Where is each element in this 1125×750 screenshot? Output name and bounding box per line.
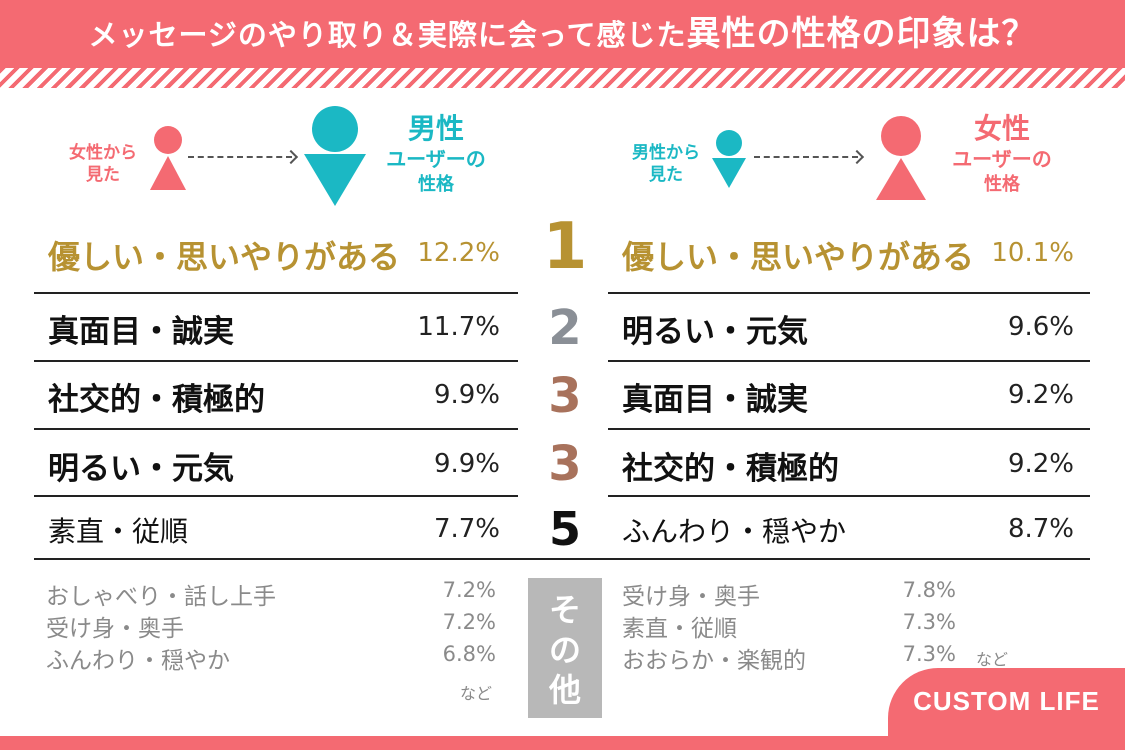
rank-number-1: 1 — [542, 210, 588, 284]
right-rank2-item: 明るい・元気 — [622, 314, 808, 350]
title-part2: 異性の性格の印象は？ — [686, 14, 1037, 54]
left-rank1-item: 優しい・思いやりがある — [48, 238, 401, 276]
right-rank4-item: 社交的・積極的 — [622, 451, 839, 487]
footer-bar — [0, 736, 1125, 750]
right-rank5-item: ふんわり・穏やか — [622, 515, 847, 548]
title-part1: メッセージのやり取り＆実際に会って感じた — [88, 18, 687, 52]
left-rank3-pct: 9.9% — [433, 380, 500, 410]
left-other-item: ふんわり・穏やか — [46, 648, 230, 674]
right-other-pct: 7.3% — [902, 610, 956, 634]
divider — [608, 495, 1090, 497]
left-rank3-item: 社交的・積極的 — [48, 382, 265, 418]
left-target-label: 男性 ユーザーの 性格 — [386, 112, 486, 195]
right-rank4-pct: 9.2% — [1007, 449, 1074, 479]
other-label: その他 — [548, 591, 581, 709]
rank-number-3: 3 — [548, 368, 582, 424]
left-rank1-pct: 12.2% — [417, 238, 500, 268]
left-rank5-item: 素直・従順 — [48, 515, 189, 548]
dashed-arrow-icon — [754, 156, 858, 158]
right-other-pct: 7.3% — [902, 642, 956, 666]
brand-badge: CUSTOM LIFE — [888, 668, 1125, 750]
right-other-item: おおらか・楽観的 — [622, 648, 806, 674]
left-other-pct: 6.8% — [442, 642, 496, 666]
left-other-pct: 7.2% — [442, 578, 496, 602]
left-rank2-pct: 11.7% — [417, 312, 500, 342]
left-rank5-pct: 7.7% — [433, 514, 500, 544]
divider — [34, 558, 1090, 560]
divider — [608, 360, 1090, 362]
header-banner: メッセージのやり取り＆実際に会って感じた異性の性格の印象は？ — [0, 0, 1125, 68]
divider — [34, 360, 518, 362]
right-other-pct: 7.8% — [902, 578, 956, 602]
male-person-icon — [304, 106, 366, 206]
left-nado: など — [460, 684, 493, 703]
right-rank3-item: 真面目・誠実 — [622, 382, 808, 418]
right-other-item: 受け身・奥手 — [622, 584, 760, 610]
right-rank5-pct: 8.7% — [1007, 514, 1074, 544]
header-stripe — [0, 68, 1125, 88]
divider — [34, 428, 518, 430]
arrowhead-icon — [849, 149, 865, 165]
left-other-item: おしゃべり・話し上手 — [46, 584, 276, 610]
dashed-arrow-icon — [188, 156, 292, 158]
divider — [608, 292, 1090, 294]
left-other-item: 受け身・奥手 — [46, 616, 184, 642]
right-target-label: 女性 ユーザーの 性格 — [952, 112, 1052, 195]
left-rank4-pct: 9.9% — [433, 449, 500, 479]
page-title: メッセージのやり取り＆実際に会って感じた異性の性格の印象は？ — [0, 0, 1125, 68]
arrowhead-icon — [283, 149, 299, 165]
female-person-icon — [150, 126, 186, 190]
left-rank4-item: 明るい・元気 — [48, 451, 234, 487]
right-viewer-label: 男性から 見た — [632, 143, 700, 185]
rank-number-3b: 3 — [548, 436, 582, 492]
right-rank1-item: 優しい・思いやりがある — [622, 238, 975, 276]
rank-number-5: 5 — [548, 502, 581, 556]
left-viewer-label: 女性から 見た — [69, 143, 137, 185]
female-person-icon — [876, 116, 926, 200]
left-rank2-item: 真面目・誠実 — [48, 314, 234, 350]
right-rank2-pct: 9.6% — [1007, 312, 1074, 342]
right-rank3-pct: 9.2% — [1007, 380, 1074, 410]
right-other-item: 素直・従順 — [622, 616, 737, 642]
left-other-pct: 7.2% — [442, 610, 496, 634]
male-person-icon — [712, 130, 746, 190]
divider — [608, 428, 1090, 430]
brand-logo: CUSTOM LIFE — [913, 686, 1100, 716]
divider — [34, 495, 518, 497]
right-rank1-pct: 10.1% — [991, 238, 1074, 268]
rank-number-2: 2 — [548, 300, 582, 356]
divider — [34, 292, 518, 294]
other-label-box: その他 — [528, 578, 602, 718]
right-nado: など — [976, 650, 1009, 669]
